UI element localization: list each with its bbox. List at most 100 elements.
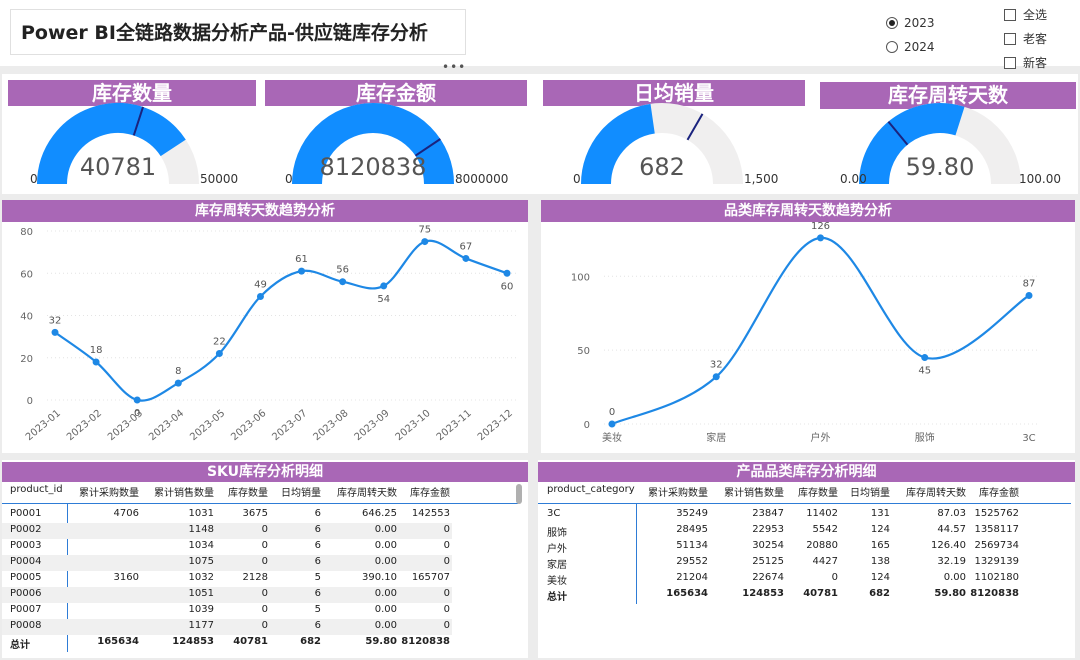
column-header[interactable]: 累计销售数量: [724, 488, 784, 499]
customer-option-new[interactable]: 新客: [1004, 54, 1047, 71]
customer-option-old[interactable]: 老客: [1004, 30, 1047, 47]
table-cell: 3675: [242, 508, 268, 519]
gauge-fill[interactable]: [859, 103, 965, 185]
checkbox-icon[interactable]: [1004, 8, 1016, 21]
column-header[interactable]: 库存周转天数: [906, 488, 966, 499]
gauge-fill[interactable]: [292, 103, 454, 185]
x-tick-label: 2023-11: [435, 408, 474, 443]
y-tick-label: 60: [20, 269, 33, 280]
x-tick-label: 服饰: [915, 431, 935, 444]
gauge-target-marker: [132, 106, 144, 136]
table-cell: 1358117: [974, 524, 1019, 535]
data-point[interactable]: [921, 354, 929, 362]
data-point[interactable]: [1025, 292, 1033, 300]
x-tick-label: 2023-07: [270, 408, 309, 443]
data-point[interactable]: [174, 379, 182, 387]
table-cell: P0001: [10, 508, 42, 519]
more-options-icon[interactable]: •••: [442, 60, 467, 74]
table-row[interactable]: [2, 587, 452, 603]
checkbox-icon[interactable]: [1004, 56, 1016, 69]
data-label: 60: [501, 281, 514, 292]
checkbox-icon[interactable]: [1004, 32, 1016, 45]
gauge-fill[interactable]: [581, 103, 656, 185]
table-cell: 22674: [752, 572, 784, 583]
x-tick-label: 2023-10: [394, 408, 433, 443]
column-header[interactable]: 累计销售数量: [154, 488, 214, 499]
table-cell: 6: [314, 540, 321, 551]
x-tick-label: 2023-04: [147, 408, 186, 443]
report-title: Power BI全链路数据分析产品-供应链库存分析: [21, 22, 428, 44]
column-header[interactable]: product_category: [547, 484, 635, 495]
sku-table-title: SKU库存分析明细: [2, 462, 528, 482]
table-cell: 0: [443, 604, 450, 615]
column-header[interactable]: 累计采购数量: [648, 488, 708, 499]
y-tick-label: 0: [584, 420, 590, 431]
column-header[interactable]: 日均销量: [281, 488, 321, 499]
y-tick-label: 100: [571, 272, 590, 283]
gauge-value: 40781: [79, 153, 157, 181]
data-point[interactable]: [51, 328, 59, 336]
column-header[interactable]: 库存数量: [798, 488, 838, 499]
year-option-2024[interactable]: 2024: [886, 40, 935, 54]
total-cell: 40781: [803, 588, 838, 599]
table-cell: 1032: [188, 572, 214, 583]
data-point[interactable]: [298, 267, 306, 275]
gauge-value: 8120838: [319, 153, 427, 181]
customer-label: 老客: [1023, 32, 1048, 46]
table-cell: P0004: [10, 556, 42, 567]
gauge-fill[interactable]: [37, 103, 186, 185]
customer-option-all[interactable]: 全选: [1004, 6, 1047, 23]
gauge-target-marker: [686, 113, 704, 141]
data-point[interactable]: [92, 358, 100, 366]
total-cell: 59.80: [934, 588, 966, 599]
data-point[interactable]: [421, 238, 429, 246]
column-header[interactable]: 日均销量: [850, 488, 890, 499]
gauge-min-label: 0: [573, 172, 581, 186]
column-header[interactable]: product_id: [10, 484, 63, 495]
column-header[interactable]: 库存金额: [979, 488, 1019, 499]
data-point[interactable]: [817, 234, 824, 242]
data-point[interactable]: [380, 282, 388, 290]
table-cell: 2128: [242, 572, 268, 583]
data-point[interactable]: [503, 269, 511, 277]
data-label: 87: [1023, 279, 1036, 290]
data-point[interactable]: [133, 396, 141, 404]
x-tick-label: 美妆: [602, 431, 622, 444]
table-cell: 126.40: [931, 540, 966, 551]
year-option-2023[interactable]: 2023: [886, 16, 935, 30]
header-underline: [2, 503, 518, 504]
table-row[interactable]: [2, 555, 452, 571]
top-bar: Power BI全链路数据分析产品-供应链库存分析 ••• 2023 2024 …: [0, 0, 1080, 74]
column-header[interactable]: 库存金额: [410, 488, 450, 499]
x-tick-label: 2023-01: [24, 408, 63, 443]
table-cell: 0: [443, 540, 450, 551]
data-point[interactable]: [215, 350, 223, 358]
data-label: 126: [811, 221, 830, 232]
radio-empty-icon[interactable]: [886, 41, 898, 53]
table-row[interactable]: [2, 523, 452, 539]
data-point[interactable]: [339, 278, 347, 286]
x-tick-label: 3C: [1022, 433, 1035, 444]
data-point[interactable]: [608, 420, 616, 428]
table-row[interactable]: [2, 619, 452, 635]
table-cell: 0.00: [374, 524, 397, 535]
sku-table-scrollbar[interactable]: [516, 484, 522, 504]
data-point[interactable]: [256, 292, 264, 300]
table-cell: 1034: [188, 540, 214, 551]
total-cell: 8120838: [401, 636, 450, 647]
sku-table: product_id 累计采购数量 累计销售数量 库存数量 日均销量 库存周转天数 库存金额…: [2, 484, 522, 656]
column-header[interactable]: 累计采购数量: [79, 488, 139, 499]
series-line: [54, 239, 508, 402]
data-point[interactable]: [712, 373, 720, 381]
table-cell: 30254: [752, 540, 784, 551]
data-point[interactable]: [462, 254, 470, 262]
table-cell: 户外: [547, 544, 567, 555]
gauge-target-marker: [414, 138, 441, 157]
column-header[interactable]: 库存周转天数: [337, 488, 397, 499]
column-header[interactable]: 库存数量: [228, 488, 268, 499]
table-cell: 646.25: [362, 508, 397, 519]
radio-selected-icon[interactable]: [886, 17, 898, 29]
table-cell: 390.10: [362, 572, 397, 583]
table-cell: 1329139: [974, 556, 1019, 567]
table-cell: 35249: [676, 508, 708, 519]
